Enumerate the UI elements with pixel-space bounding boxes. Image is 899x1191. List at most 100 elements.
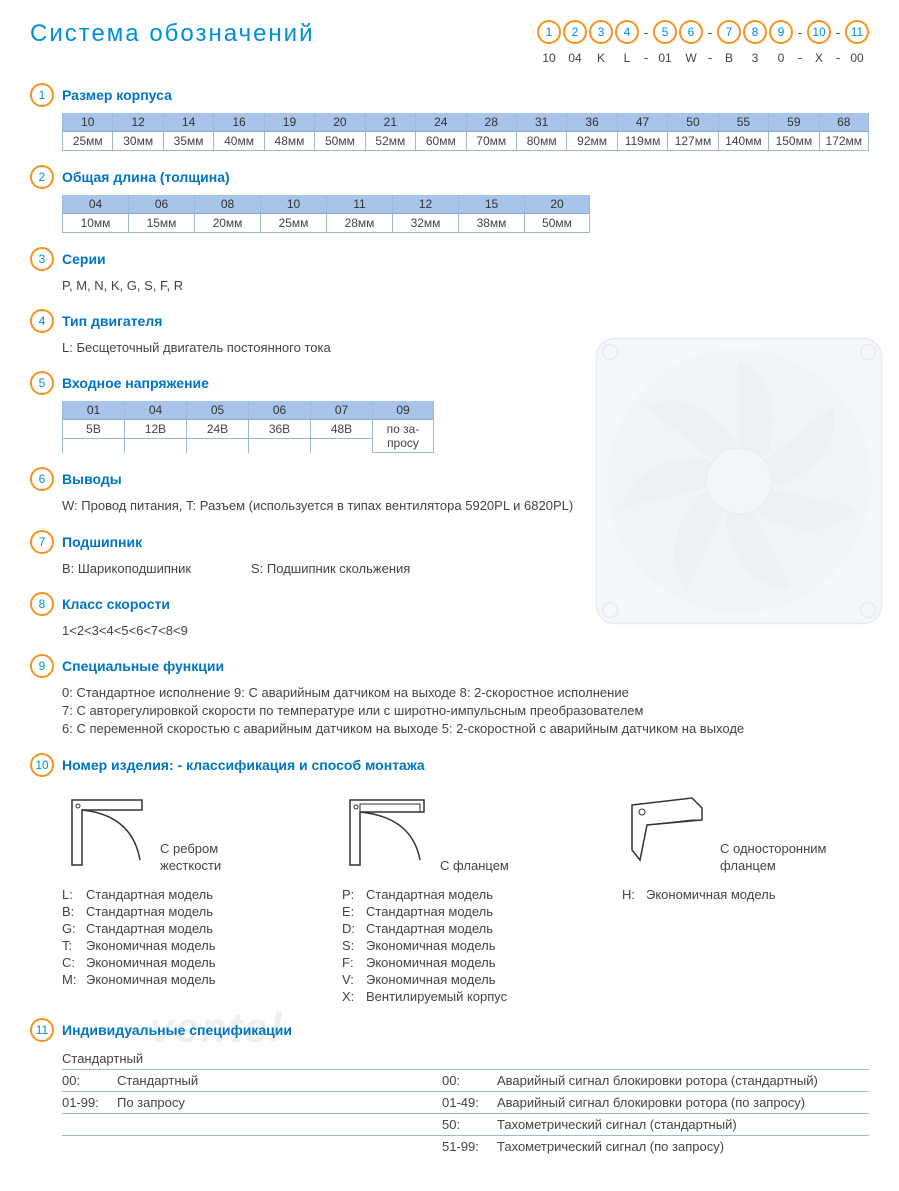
section-text: W: Провод питания, T: Разъем (использует… xyxy=(62,497,869,515)
section-title: Индивидуальные спецификации xyxy=(62,1022,292,1038)
code-position-3: 3 xyxy=(589,20,613,44)
bearing-item: S: Подшипник скольжения xyxy=(251,560,410,578)
section-text: L: Бесщеточный двигатель постоянного ток… xyxy=(62,339,869,357)
section-text: 1<2<3<4<5<6<7<8<9 xyxy=(62,622,869,640)
section-badge: 3 xyxy=(30,247,54,271)
table-cell: 30мм xyxy=(113,132,162,151)
code-header-grid: 1234-56-789-10-111004KL-01W-B30-X-00 xyxy=(537,20,869,65)
table-cell: 48В xyxy=(311,420,372,439)
section-title: Входное напряжение xyxy=(62,375,209,391)
mount-item: P:Стандартная модель xyxy=(342,887,582,902)
mount-column: С ребром жесткости L:Стандартная модель B:… xyxy=(62,785,302,1004)
section-badge: 5 xyxy=(30,371,54,395)
section-badge: 4 xyxy=(30,309,54,333)
spec-row: 00:Стандартный00:Аварийный сигнал блокир… xyxy=(62,1069,869,1091)
spec-row: 51-99:Тахометрический сигнал (по запросу… xyxy=(62,1135,869,1157)
code-example-5: 01 xyxy=(653,51,677,65)
mount-item: T:Экономичная модель xyxy=(62,938,302,953)
section-badge: 9 xyxy=(30,654,54,678)
section-7: 7ПодшипникB: ШарикоподшипникS: Подшипник… xyxy=(30,530,869,578)
mount-item: G:Стандартная модель xyxy=(62,921,302,936)
table-header-cell: 21 xyxy=(366,113,415,132)
table-cell: 150мм xyxy=(769,132,818,151)
table-cell: по за- просу xyxy=(373,420,433,453)
data-table: 015В0412В0524В0636В0748В09по за- просу xyxy=(62,401,869,453)
code-example-2: 04 xyxy=(563,51,587,65)
table-header-cell: 47 xyxy=(618,113,667,132)
section-badge: 11 xyxy=(30,1018,54,1042)
code-example-3: K xyxy=(589,51,613,65)
table-cell: 48мм xyxy=(265,132,314,151)
section-badge: 10 xyxy=(30,753,54,777)
mount-diagram-icon xyxy=(62,790,152,875)
table-cell: 28мм xyxy=(327,214,392,233)
section-4: 4Тип двигателяL: Бесщеточный двигатель п… xyxy=(30,309,869,357)
table-cell: 60мм xyxy=(416,132,465,151)
code-example-9: 0 xyxy=(769,51,793,65)
section-9: 9Специальные функции0: Стандартное испол… xyxy=(30,654,869,739)
table-header-cell: 59 xyxy=(769,113,818,132)
code-position-4: 4 xyxy=(615,20,639,44)
table-cell: 140мм xyxy=(719,132,768,151)
table-header-cell: 09 xyxy=(373,401,433,420)
code-position-7: 7 xyxy=(717,20,741,44)
section-1: 1Размер корпуса1025мм1230мм1435мм1640мм1… xyxy=(30,83,869,151)
mount-column: С односторонним фланцемH:Экономичная мод… xyxy=(622,785,862,1004)
mount-diagram-icon xyxy=(622,790,712,875)
mount-item: D:Стандартная модель xyxy=(342,921,582,936)
code-position-6: 6 xyxy=(679,20,703,44)
mount-item: C:Экономичная модель xyxy=(62,955,302,970)
data-table: 1025мм1230мм1435мм1640мм1948мм2050мм2152… xyxy=(62,113,869,151)
mount-label: С ребром жесткости xyxy=(160,841,221,875)
code-position-1: 1 xyxy=(537,20,561,44)
table-header-cell: 20 xyxy=(315,113,364,132)
table-cell: 24В xyxy=(187,420,248,439)
section-text: P, M, N, K, G, S, F, R xyxy=(62,277,869,295)
table-header-cell: 12 xyxy=(113,113,162,132)
section-badge: 6 xyxy=(30,467,54,491)
table-cell: 40мм xyxy=(214,132,263,151)
table-header-cell: 15 xyxy=(459,195,524,214)
mount-diagram: С фланцем xyxy=(342,785,582,875)
table-header-cell: 07 xyxy=(311,401,372,420)
mount-item: H:Экономичная модель xyxy=(622,887,862,902)
table-header-cell: 55 xyxy=(719,113,768,132)
code-position-2: 2 xyxy=(563,20,587,44)
table-cell: 80мм xyxy=(517,132,566,151)
code-example-8: 3 xyxy=(743,51,767,65)
bearing-row: B: Шарикоподшипник S: Подшипник скольжени… xyxy=(62,560,869,578)
section-badge: 8 xyxy=(30,592,54,616)
mount-item: L:Стандартная модель xyxy=(62,887,302,902)
code-example-7: B xyxy=(717,51,741,65)
table-header-cell: 04 xyxy=(125,401,186,420)
bearing-item: B: Шарикоподшипник xyxy=(62,560,191,578)
table-cell: 32мм xyxy=(393,214,458,233)
section-10: 10 Номер изделия: - классификация и спосо… xyxy=(30,753,869,1004)
table-header-cell: 14 xyxy=(164,113,213,132)
table-header-cell: 24 xyxy=(416,113,465,132)
table-header-cell: 10 xyxy=(63,113,112,132)
table-cell: 5В xyxy=(63,420,124,439)
table-header-cell: 12 xyxy=(393,195,458,214)
section-title: Номер изделия: - классификация и способ … xyxy=(62,757,425,773)
section-6: 6ВыводыW: Провод питания, T: Разъем (исп… xyxy=(30,467,869,515)
code-example-10: X xyxy=(807,51,831,65)
code-example-6: W xyxy=(679,51,703,65)
table-cell: 20мм xyxy=(195,214,260,233)
table-header-cell: 19 xyxy=(265,113,314,132)
mount-item: B:Стандартная модель xyxy=(62,904,302,919)
mount-column: С фланцемP:Стандартная модельE:Стандартн… xyxy=(342,785,582,1004)
section-text: 0: Стандартное исполнение 9: С аварийным… xyxy=(62,684,869,739)
page-title: Система обозначений xyxy=(30,20,537,48)
code-position-5: 5 xyxy=(653,20,677,44)
table-cell: 25мм xyxy=(63,132,112,151)
code-position-8: 8 xyxy=(743,20,767,44)
mount-item: V:Экономичная модель xyxy=(342,972,582,987)
table-header-cell: 08 xyxy=(195,195,260,214)
table-cell: 92мм xyxy=(567,132,616,151)
code-example-4: L xyxy=(615,51,639,65)
spec-row: 50:Тахометрический сигнал (стандартный) xyxy=(62,1113,869,1135)
code-position-10: 10 xyxy=(807,20,831,44)
section-title: Класс скорости xyxy=(62,596,170,612)
table-header-cell: 50 xyxy=(668,113,717,132)
